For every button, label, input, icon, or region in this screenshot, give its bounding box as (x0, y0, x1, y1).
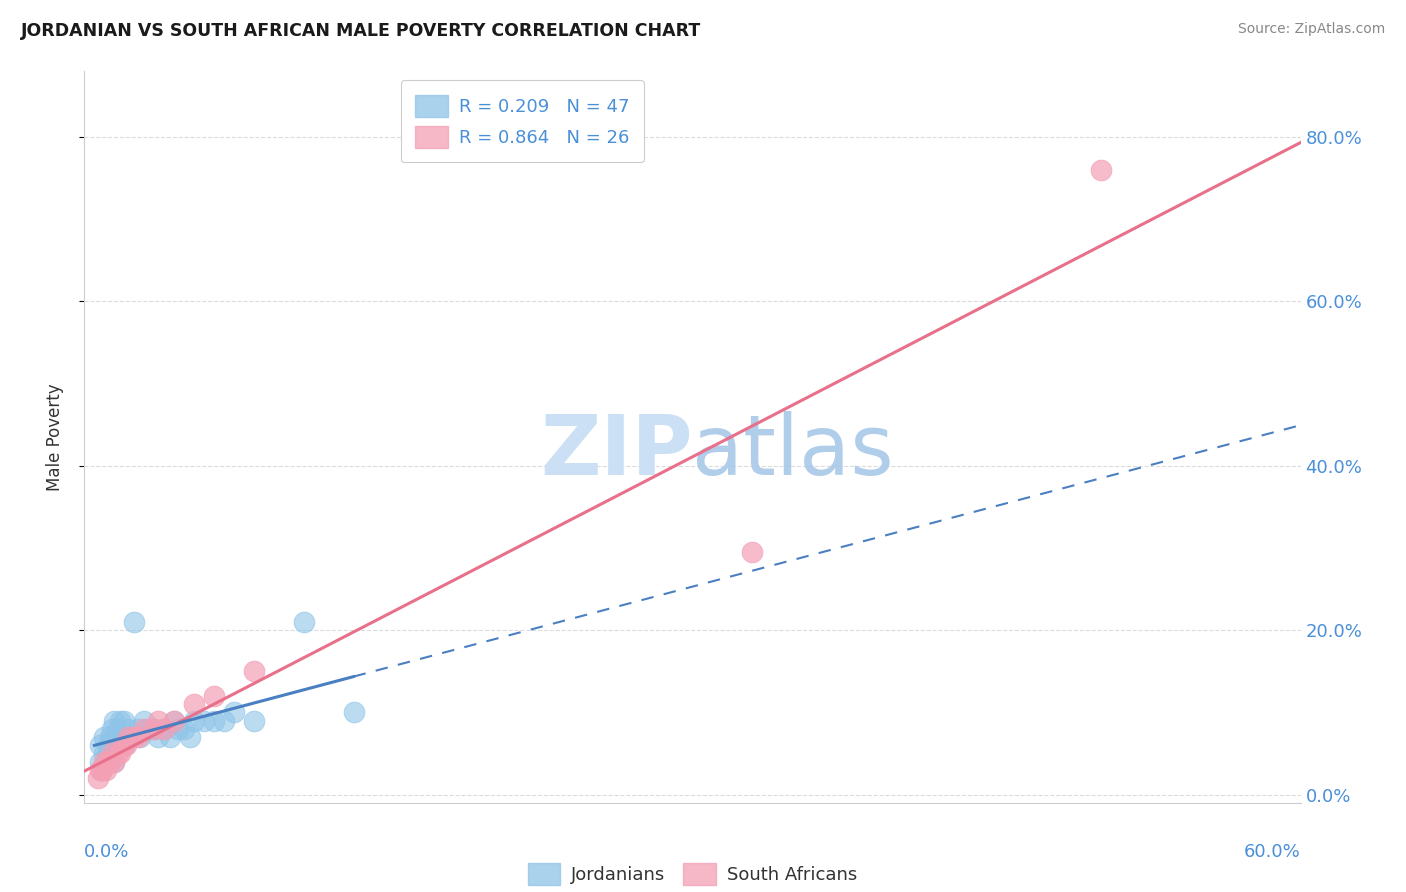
Text: ZIP: ZIP (540, 411, 693, 492)
Point (103, 755, 125, 769)
Point (134, 714, 156, 728)
Point (93, 755, 115, 769)
Point (183, 697, 205, 711)
Point (129, 730, 152, 744)
Point (111, 730, 134, 744)
Point (101, 747, 124, 761)
Text: 0.0%: 0.0% (84, 843, 129, 861)
Point (107, 739, 129, 753)
Point (103, 730, 125, 744)
Point (193, 714, 215, 728)
Point (89, 763, 111, 777)
Point (97, 747, 120, 761)
Point (89, 739, 111, 753)
Point (163, 714, 186, 728)
Point (110, 747, 132, 761)
Point (103, 714, 125, 728)
Point (122, 615, 145, 629)
Point (1090, 163, 1112, 178)
Point (159, 730, 181, 744)
Point (120, 730, 142, 744)
Point (122, 730, 145, 744)
Y-axis label: Male Poverty: Male Poverty (45, 384, 63, 491)
Point (112, 739, 135, 753)
Point (179, 730, 201, 744)
Point (127, 730, 149, 744)
Point (87, 771, 110, 785)
Point (292, 615, 315, 629)
Text: JORDANIAN VS SOUTH AFRICAN MALE POVERTY CORRELATION CHART: JORDANIAN VS SOUTH AFRICAN MALE POVERTY … (21, 22, 702, 40)
Point (93, 747, 115, 761)
Point (101, 722, 124, 736)
Point (127, 722, 149, 736)
Point (143, 722, 166, 736)
Point (163, 714, 186, 728)
Point (107, 747, 129, 761)
Point (98, 755, 121, 769)
Point (243, 665, 266, 679)
Point (342, 706, 364, 720)
Point (153, 722, 176, 736)
Point (741, 545, 763, 559)
Point (98, 730, 121, 744)
Point (115, 739, 138, 753)
Point (112, 739, 135, 753)
Text: atlas: atlas (693, 411, 894, 492)
Point (103, 739, 125, 753)
Point (98, 755, 121, 769)
Point (107, 722, 129, 736)
Point (97, 755, 120, 769)
Point (222, 706, 245, 720)
Point (117, 722, 139, 736)
Point (115, 730, 138, 744)
Text: Source: ZipAtlas.com: Source: ZipAtlas.com (1237, 22, 1385, 37)
Point (202, 714, 225, 728)
Point (153, 722, 176, 736)
Point (146, 730, 169, 744)
Point (96, 755, 118, 769)
Point (146, 714, 169, 728)
Point (89, 755, 111, 769)
Point (96, 763, 118, 777)
Point (112, 714, 135, 728)
Point (91, 763, 114, 777)
Point (93, 730, 115, 744)
Legend: Jordanians, South Africans: Jordanians, South Africans (520, 856, 865, 892)
Point (91, 763, 114, 777)
Point (101, 747, 124, 761)
Point (110, 730, 132, 744)
Point (134, 722, 156, 736)
Point (202, 689, 225, 703)
Point (136, 722, 159, 736)
Point (97, 739, 120, 753)
Point (103, 755, 125, 769)
Text: 60.0%: 60.0% (1244, 843, 1301, 861)
Point (212, 714, 235, 728)
Point (143, 722, 166, 736)
Point (167, 722, 190, 736)
Point (243, 714, 266, 728)
Point (173, 722, 195, 736)
Point (110, 714, 132, 728)
Point (117, 730, 139, 744)
Point (183, 714, 205, 728)
